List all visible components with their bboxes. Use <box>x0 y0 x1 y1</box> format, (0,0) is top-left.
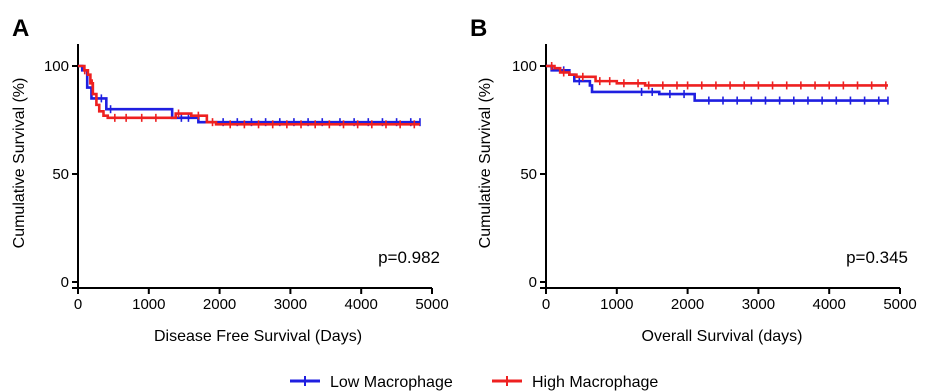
panel-b-x-axis-title: Overall Survival (days) <box>642 328 803 345</box>
panel-a-x-tick-label: 4000 <box>345 296 378 313</box>
panel-a-y-tick-label: 0 <box>61 274 69 291</box>
panel-a-x-tick-label: 5000 <box>415 296 448 313</box>
panel-a-x-tick-label: 3000 <box>274 296 307 313</box>
panel-b-y-tick-label: 50 <box>520 166 537 183</box>
panel-b-x-tick-label: 2000 <box>671 296 704 313</box>
panel-b-letter: B <box>470 15 487 42</box>
panel-b-curve-low-macrophage <box>546 64 888 102</box>
panel-a-letter: A <box>12 15 29 42</box>
panel-a-curve-high-macrophage <box>78 64 420 126</box>
panel-a-x-tick-label: 0 <box>74 296 82 313</box>
legend-item-high-macrophage: High Macrophage <box>492 374 658 391</box>
panel-a-x-tick-label: 2000 <box>203 296 236 313</box>
panel-a-y-tick-label: 100 <box>44 58 69 75</box>
panel-b-p-value: p=0.345 <box>846 248 908 267</box>
panel-b-x-tick-label: 0 <box>542 296 550 313</box>
legend-item-low-macrophage: Low Macrophage <box>290 374 453 391</box>
panel-b-y-tick-label: 0 <box>529 274 537 291</box>
panel-a-curve-low-macrophage <box>78 64 420 124</box>
panel-b-y-tick-label: 100 <box>512 58 537 75</box>
legend: Low Macrophage High Macrophage <box>290 374 658 391</box>
panel-b-x-tick-label: 4000 <box>813 296 846 313</box>
panel-b-curve-high-macrophage <box>546 64 888 87</box>
panel-a-y-axis-title: Cumulative Survival (%) <box>11 78 28 249</box>
panel-a-y-tick-label: 50 <box>52 166 69 183</box>
legend-label-high-macrophage: High Macrophage <box>532 374 658 391</box>
panel-b-x-tick-label: 1000 <box>600 296 633 313</box>
panel-b-y-axis-title: Cumulative Survival (%) <box>477 78 494 249</box>
panel-a-x-tick-label: 1000 <box>132 296 165 313</box>
legend-label-low-macrophage: Low Macrophage <box>330 374 453 391</box>
panel-b-x-tick-label: 5000 <box>883 296 916 313</box>
panel-a-x-axis-title: Disease Free Survival (Days) <box>154 328 362 345</box>
panel-a-p-value: p=0.982 <box>378 248 440 267</box>
panel-b-x-tick-label: 3000 <box>742 296 775 313</box>
